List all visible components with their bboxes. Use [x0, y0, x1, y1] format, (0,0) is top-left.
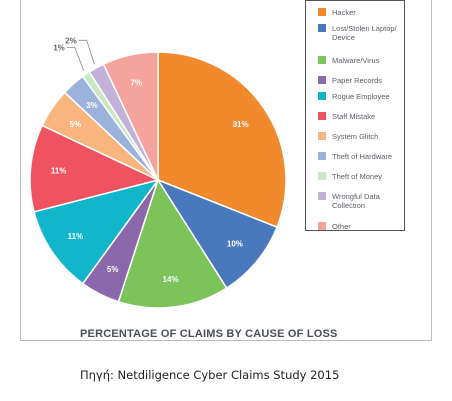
legend-label: Lost/Stolen Laptop/ Device	[332, 24, 397, 42]
pie-slice-malware-virus	[117, 178, 228, 309]
slice-label-malware-virus: 14%	[163, 275, 179, 284]
pie-slice-other	[102, 51, 159, 181]
leader-line-theft-of-money	[66, 47, 85, 71]
pie-slice-staff-mistake	[29, 124, 161, 213]
source-note: Πηγή: Netdiligence Cyber Claims Study 20…	[80, 368, 340, 382]
legend-item-other: Other	[306, 222, 404, 236]
slice-label-paper-records: 5%	[107, 265, 119, 274]
legend-swatch	[318, 192, 326, 200]
legend-label: Malware/Virus	[332, 56, 380, 65]
pie-chart: 31% 10% 14% 5% 11% 11% 5% 3% 1%2% 7%	[29, 36, 287, 309]
legend-item-wrongful-data-collection: Wrongful Data Collection	[306, 192, 404, 218]
legend-label: Other	[332, 222, 351, 231]
slice-label-other: 7%	[130, 79, 142, 88]
slice-label-system-glitch: 5%	[70, 120, 82, 129]
legend-swatch	[318, 76, 326, 84]
legend-swatch	[318, 8, 326, 16]
legend-swatch	[318, 132, 326, 140]
legend-label: Rogue Employee	[332, 92, 390, 101]
leader-line-wrongful-data-collection	[78, 39, 95, 65]
legend-swatch	[318, 92, 326, 100]
legend-swatch	[318, 152, 326, 160]
legend-label: Wrongful Data Collection	[332, 192, 380, 210]
legend-label: Paper Records	[332, 76, 383, 85]
legend-item-staff-mistake: Staff Mistake	[306, 112, 404, 128]
chart-frame	[20, 0, 432, 341]
chart-title: PERCENTAGE OF CLAIMS BY CAUSE OF LOSS	[72, 328, 346, 340]
legend-label: Theft of Money	[332, 172, 383, 181]
legend-item-rogue-employee: Rogue Employee	[306, 92, 404, 108]
legend-item-hacker: Hacker	[306, 8, 404, 20]
legend-swatch	[318, 172, 326, 180]
chart-legend: Hacker Lost/Stolen Laptop/ Device Malware/…	[305, 0, 405, 231]
pie-slice-rogue-employee	[33, 178, 160, 285]
legend-item-theft-of-money: Theft of Money	[306, 172, 404, 188]
legend-swatch	[318, 56, 326, 64]
legend-label: System Glitch	[332, 132, 379, 141]
slice-label-wrongful-data-collection: 2%	[65, 36, 77, 45]
legend-label: Theft of Hardware	[332, 152, 393, 161]
slice-label-theft-of-hardware: 3%	[86, 101, 98, 110]
slice-label-lost-stolen-laptop-device: 10%	[227, 240, 243, 249]
legend-swatch	[318, 24, 326, 32]
legend-swatch	[318, 222, 326, 230]
pie-slice-hacker	[157, 51, 287, 229]
slice-label-hacker: 31%	[233, 120, 249, 129]
legend-label: Hacker	[332, 8, 356, 17]
legend-label: Staff Mistake	[332, 112, 376, 121]
slice-label-staff-mistake: 11%	[51, 167, 67, 176]
legend-item-paper-records: Paper Records	[306, 76, 404, 88]
slice-label-rogue-employee: 11%	[68, 232, 84, 241]
legend-item-lost-stolen-laptop-device: Lost/Stolen Laptop/ Device	[306, 24, 404, 52]
legend-item-theft-of-hardware: Theft of Hardware	[306, 152, 404, 168]
slice-label-theft-of-money: 1%	[53, 44, 65, 53]
legend-item-system-glitch: System Glitch	[306, 132, 404, 148]
legend-item-malware-virus: Malware/Virus	[306, 56, 404, 72]
pie-slice-lost-stolen-laptop-device	[156, 178, 278, 290]
legend-swatch	[318, 112, 326, 120]
